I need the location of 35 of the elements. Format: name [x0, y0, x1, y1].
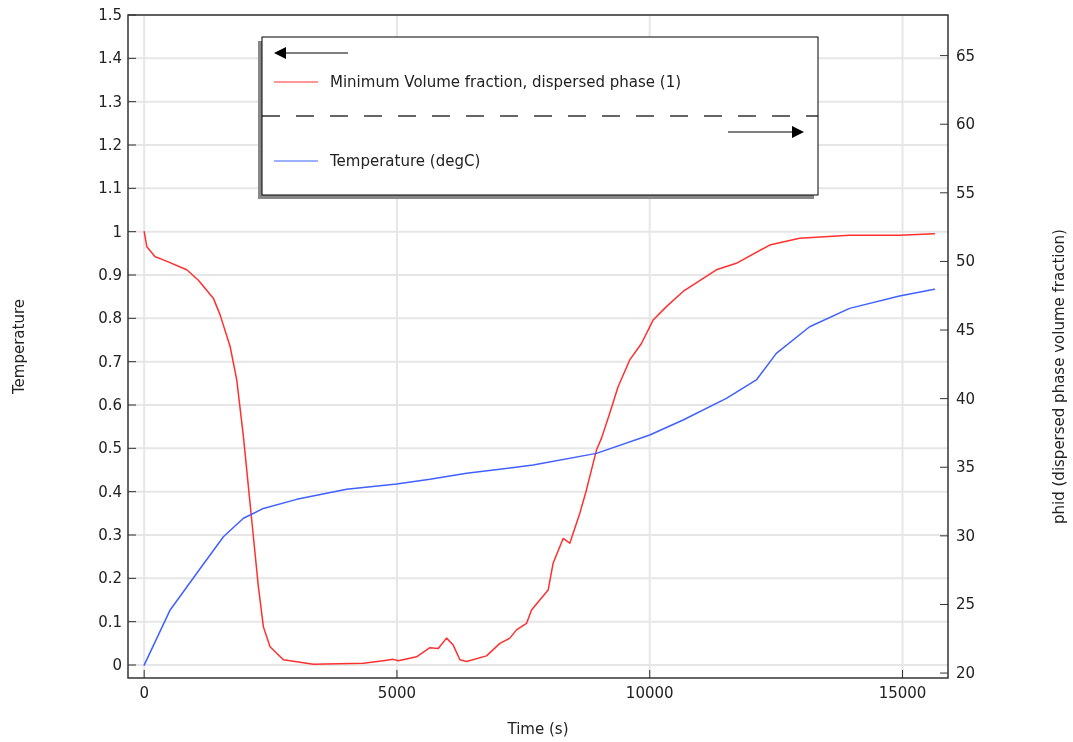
- y-tick-label: 0.7: [98, 352, 122, 371]
- legend-label: Minimum Volume fraction, dispersed phase (1): [330, 73, 682, 91]
- y-tick-label: 0.6: [98, 396, 122, 414]
- y-tick-label: 0.4: [98, 482, 122, 501]
- y-tick-label: 0.3: [98, 526, 122, 544]
- y2-tick-label: 65: [956, 46, 976, 65]
- legend-label: Temperature (degC): [329, 152, 481, 170]
- x-tick-label: 10000: [625, 684, 674, 702]
- x-tick-label: 0: [139, 684, 149, 702]
- y2-tick-label: 40: [956, 389, 976, 408]
- y-tick-label: 0.8: [98, 309, 122, 328]
- y-tick-label: 0: [112, 656, 122, 674]
- y2-tick-label: 60: [956, 115, 976, 134]
- y-tick-label: 1: [112, 222, 122, 241]
- y-tick-label: 0.1: [98, 612, 122, 631]
- y2-tick-label: 25: [956, 595, 976, 614]
- y2-tick-label: 20: [956, 664, 976, 683]
- y2-tick-label: 30: [956, 526, 976, 545]
- y-tick-label: 1.5: [98, 6, 122, 24]
- y-axis-title: Temperature: [10, 298, 28, 396]
- y-tick-label: 0.9: [98, 266, 122, 284]
- x-axis-title: Time (s): [506, 720, 569, 738]
- y2-tick-label: 45: [956, 321, 976, 340]
- y-tick-label: 1.4: [98, 49, 122, 68]
- y2-tick-label: 55: [956, 183, 976, 202]
- y-tick-label: 1.3: [98, 92, 122, 111]
- x-tick-label: 5000: [377, 684, 417, 702]
- y-tick-label: 1.1: [98, 179, 122, 198]
- y2-tick-label: 35: [956, 458, 976, 477]
- y-tick-label: 0.2: [98, 569, 122, 588]
- y2-tick-label: 50: [956, 252, 976, 271]
- y2-axis-title: phid (dispersed phase volume fraction): [1050, 229, 1068, 524]
- y-tick-label: 0.5: [98, 439, 122, 458]
- y-tick-label: 1.2: [98, 136, 122, 154]
- x-tick-label: 15000: [878, 684, 927, 702]
